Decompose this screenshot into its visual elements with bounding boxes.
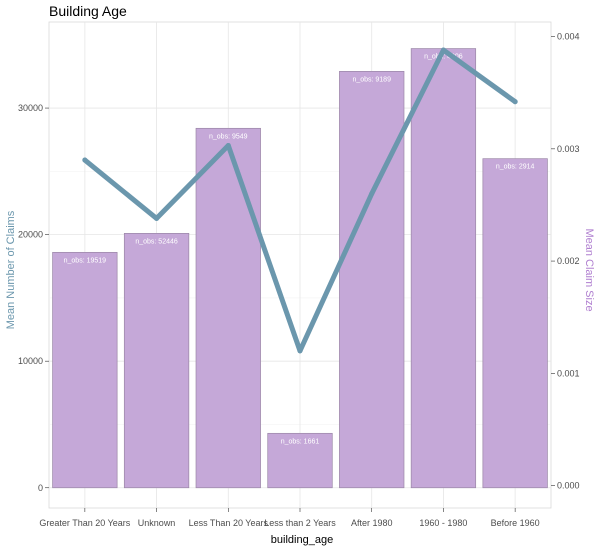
bar [52, 251, 118, 489]
bar-labels: n_obs: 19519 n_obs: 52446 n_obs: 9549 n_obs… [64, 54, 535, 446]
bar-label: n_obs: 19519 [64, 257, 107, 264]
y-right-tick-label: 0.004 [557, 32, 580, 42]
bar [482, 158, 548, 489]
x-tick-label: Unknown [138, 518, 176, 528]
line-series [82, 47, 518, 354]
y-right-tick-label: 0.003 [557, 144, 580, 154]
bar [267, 432, 333, 489]
bar [123, 233, 190, 489]
y-left-tick-label: 30000 [18, 103, 43, 113]
x-tick-label: 1960 - 1980 [419, 518, 467, 528]
bar [195, 127, 261, 489]
y-left-tick-label: 10000 [18, 356, 43, 366]
line-point [82, 157, 88, 163]
line-point [440, 47, 446, 53]
bar-label: n_obs: 9549 [209, 133, 248, 140]
axes: 0 10000 20000 30000 0.000 0.001 0.002 0.003 0.00… [18, 32, 580, 528]
line-point [154, 215, 160, 221]
y-axis-right-title: Mean Claim Size [583, 228, 595, 311]
bar-label: n_obs: 4906 [424, 54, 463, 61]
x-tick-label: Greater Than 20 Years [39, 518, 130, 528]
bar-label: n_obs: 52446 [135, 238, 178, 245]
x-tick-label: Before 1960 [491, 518, 540, 528]
x-axis-title: building_age [271, 534, 333, 546]
bar [339, 71, 405, 489]
y-right-tick-label: 0.001 [557, 368, 580, 378]
bar-label: n_obs: 2914 [496, 164, 535, 171]
bars [52, 48, 548, 489]
y-left-tick-label: 0 [38, 483, 43, 493]
x-tick-label: Less than 2 Years [264, 518, 336, 528]
y-right-tick-label: 0.002 [557, 256, 580, 266]
line-point [297, 348, 303, 354]
line-point [225, 142, 231, 148]
y-axis-left-title: Mean Number of Claims [5, 210, 17, 329]
line-point [512, 99, 518, 105]
bar-label: n_obs: 9189 [352, 76, 391, 83]
bar [410, 48, 477, 489]
y-right-tick-label: 0.000 [557, 481, 580, 491]
line-point [369, 191, 375, 197]
bar-label: n_obs: 1661 [281, 438, 320, 445]
y-left-tick-label: 20000 [18, 230, 43, 240]
x-tick-label: Less Than 20 Years [189, 518, 269, 528]
x-tick-label: After 1980 [351, 518, 393, 528]
chart-title: Building Age [49, 3, 127, 19]
